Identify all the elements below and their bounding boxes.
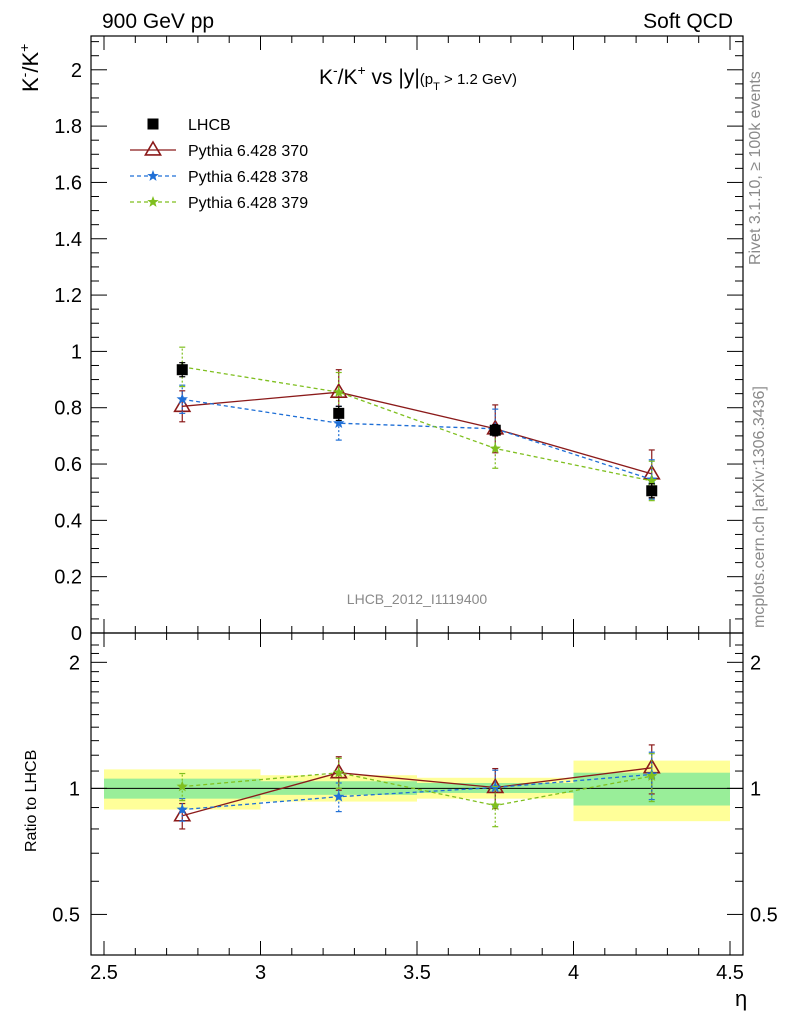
ratio-panel-series bbox=[173, 744, 661, 830]
series-line bbox=[182, 772, 652, 807]
data-point bbox=[147, 170, 159, 181]
data-point bbox=[176, 780, 188, 792]
y-tick-label: 0 bbox=[71, 623, 82, 645]
y-tick-label: 1.4 bbox=[54, 229, 82, 251]
data-point bbox=[176, 393, 188, 405]
data-point bbox=[646, 770, 658, 781]
data-point bbox=[489, 424, 501, 436]
x-tick-label: 4 bbox=[568, 962, 579, 984]
x-tick-label: 3.5 bbox=[403, 962, 431, 984]
data-point bbox=[489, 799, 501, 811]
series-line bbox=[182, 398, 653, 481]
header-right: Soft QCD bbox=[643, 10, 733, 33]
y-tick-label: 0.4 bbox=[54, 510, 82, 532]
series-pythia-6-428-379 bbox=[176, 753, 658, 828]
analysis-id-label: LHCB_2012_I1119400 bbox=[347, 591, 488, 607]
ratio-y-tick-label-right: 2 bbox=[750, 652, 761, 674]
legend: LHCB Pythia 6.428 370 Pythia 6.428 378 Pyth… bbox=[130, 117, 308, 212]
series-line bbox=[182, 773, 652, 811]
axis-tick-labels: 2.5 3 3.5 4 4.5 0 0.2 0.4 0.6 0.8 1 1.2 1.4 1.6 1.8 2 0.… bbox=[52, 60, 778, 984]
data-point bbox=[333, 790, 345, 802]
data-point bbox=[333, 417, 345, 429]
data-point bbox=[646, 485, 658, 497]
header-left: 900 GeV pp bbox=[102, 10, 214, 33]
legend-label: LHCB bbox=[188, 117, 231, 134]
series-pythia-6-428-370 bbox=[173, 369, 661, 499]
data-point bbox=[646, 474, 658, 486]
ratio-y-tick-label: 0.5 bbox=[52, 904, 80, 926]
series-line bbox=[182, 391, 652, 475]
series-lhcb bbox=[176, 362, 658, 499]
data-point bbox=[333, 407, 345, 419]
y-tick-label: 0.8 bbox=[54, 398, 82, 420]
mcplots-label: mcplots.cern.ch [arXiv:1306.3436] bbox=[751, 386, 768, 628]
data-point bbox=[176, 364, 188, 376]
ratio-y-tick-label: 1 bbox=[69, 778, 80, 800]
legend-entry: LHCB bbox=[147, 117, 231, 134]
data-point bbox=[176, 803, 188, 815]
data-point bbox=[333, 766, 345, 778]
ratio-y-tick-label-right: 1 bbox=[750, 778, 761, 800]
legend-entry: Pythia 6.428 378 bbox=[130, 169, 308, 186]
y-tick-label: 0.6 bbox=[54, 454, 82, 476]
plot-title: K-/K+ vs |y|(pT > 1.2 GeV) bbox=[319, 62, 517, 93]
y-tick-label: 1.8 bbox=[54, 116, 82, 138]
data-point bbox=[173, 396, 192, 413]
rivet-version-label: Rivet 3.1.10, ≥ 100k events bbox=[747, 71, 764, 265]
data-point bbox=[333, 386, 345, 398]
series-line bbox=[182, 767, 652, 817]
data-point bbox=[144, 140, 162, 156]
ratio-y-tick-label-right: 0.5 bbox=[750, 904, 778, 926]
legend-label: Pythia 6.428 378 bbox=[188, 169, 308, 186]
y-tick-label: 2 bbox=[71, 60, 82, 82]
legend-entry: Pythia 6.428 370 bbox=[130, 140, 308, 160]
y-tick-label: 1.6 bbox=[54, 172, 82, 194]
y-tick-label: 0.2 bbox=[54, 567, 82, 589]
x-tick-label: 3 bbox=[255, 962, 266, 984]
ratio-y-axis-label: Ratio to LHCB bbox=[23, 750, 40, 852]
series-pythia-6-428-378 bbox=[176, 384, 658, 500]
x-tick-label: 4.5 bbox=[716, 962, 744, 984]
data-point bbox=[147, 118, 159, 130]
data-point bbox=[489, 442, 501, 454]
legend-entry: Pythia 6.428 379 bbox=[130, 195, 308, 212]
axis-ticks bbox=[91, 36, 743, 956]
data-point bbox=[147, 196, 159, 207]
x-axis-label: η bbox=[735, 986, 747, 1011]
main-y-axis-label: K-/K+ bbox=[16, 44, 43, 92]
ratio-y-tick-label: 2 bbox=[69, 652, 80, 674]
y-tick-label: 1 bbox=[71, 341, 82, 363]
legend-label: Pythia 6.428 370 bbox=[188, 143, 308, 160]
series-line bbox=[182, 366, 652, 482]
series-pythia-6-428-379 bbox=[176, 346, 658, 502]
x-tick-label: 2.5 bbox=[90, 962, 118, 984]
main-panel-series bbox=[173, 346, 661, 502]
legend-label: Pythia 6.428 379 bbox=[188, 195, 308, 212]
y-tick-label: 1.2 bbox=[54, 285, 82, 307]
